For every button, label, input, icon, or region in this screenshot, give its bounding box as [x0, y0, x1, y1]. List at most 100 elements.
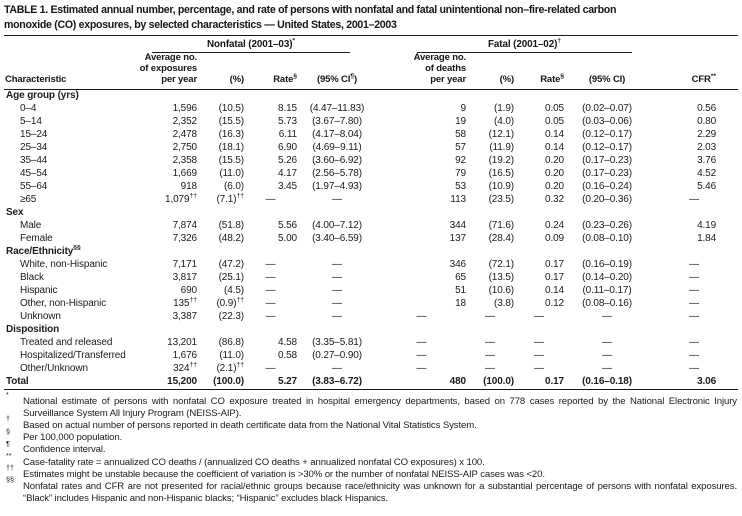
cell-fatal-rate: 0.05	[545, 103, 564, 115]
cell-fatal-average: 113	[450, 194, 466, 206]
cell-fatal-rate: 0.05	[545, 116, 564, 128]
cell-cfr: 2.03	[697, 142, 717, 154]
col-header-cfr: CFR**	[650, 53, 739, 90]
cell-nonfatal-ci: (1.97–4.93)	[312, 181, 362, 193]
row-label: Female	[20, 233, 53, 245]
cell-fatal-percent: (23.5)	[488, 194, 515, 206]
cell-nonfatal-ci: —	[332, 311, 342, 323]
cell-fatal-percent: (12.1)	[488, 129, 515, 141]
cell-nonfatal-average: 15,200	[137, 375, 197, 390]
row-label: Other, non-Hispanic	[20, 298, 107, 310]
cell-nonfatal-ci: (3.40–6.59)	[312, 233, 362, 245]
table-row: 45–54 1,669 (11.0) 4.17 (2.56–5.78) 79 (16.5) 0…	[4, 168, 738, 181]
cell-nonfatal-rate: 5.27	[244, 375, 297, 390]
cell-cfr: 3.06	[650, 375, 739, 390]
table-row: Treated and released 13,201 (86.8) 4.58 (3.3…	[4, 337, 738, 350]
row-label: Treated and released	[20, 337, 113, 349]
cell-nonfatal-average: 7,326	[172, 233, 198, 245]
col-header-characteristic: Characteristic	[4, 53, 137, 90]
section-label: Sex	[6, 207, 24, 219]
cell-cfr: —	[689, 363, 699, 375]
section-row: Race/Ethnicity§§	[4, 245, 738, 259]
cell-nonfatal-rate: —	[265, 311, 276, 323]
cell-nonfatal-ci: (4.17–8.04)	[312, 129, 362, 141]
cell-fatal-percent: (10.9)	[488, 181, 515, 193]
cell-nonfatal-ci: (4.47–11.83)	[309, 103, 365, 115]
cell-fatal-rate: 0.17	[545, 272, 564, 284]
cell-fatal-ci: —	[602, 337, 612, 349]
row-label: Black	[20, 272, 44, 284]
group-header-spacer	[4, 36, 137, 53]
footnote: §Per 100,000 population.	[6, 426, 123, 444]
cell-nonfatal-average: 690	[180, 285, 197, 297]
footnote-text: Estimates might be unstable because the …	[23, 468, 545, 480]
cell-nonfatal-ci: —	[332, 363, 342, 375]
group-header-fatal: Fatal (2001–02)†	[417, 38, 633, 54]
cell-cfr: 3.76	[697, 155, 717, 167]
row-label: 25–34	[20, 142, 48, 154]
col-header-nonfatal-ci: (95% CI¶)	[297, 53, 377, 90]
cell-cfr: 4.19	[697, 220, 717, 232]
cell-fatal-percent: —	[485, 311, 495, 323]
cell-fatal-ci: (0.17–0.23)	[582, 168, 632, 180]
cell-nonfatal-ci: (3.83–6.72)	[297, 375, 377, 390]
table-row: Female 7,326 (48.2) 5.00 (3.40–6.59) 137 (28.4…	[4, 233, 738, 246]
cell-fatal-percent: (16.5)	[488, 168, 515, 180]
row-label: Other/Unknown	[20, 363, 88, 375]
cell-fatal-percent: (3.8)	[494, 298, 514, 310]
col-header-fatal-percent: (%)	[466, 53, 514, 90]
row-label: 45–54	[20, 168, 48, 180]
row-label: 35–44	[20, 155, 48, 167]
row-label: 0–4	[20, 103, 37, 115]
column-header-row: Characteristic Average no. of exposures …	[4, 52, 739, 90]
cell-fatal-rate: 0.17	[545, 259, 564, 271]
cell-nonfatal-percent: (7.1)††	[216, 192, 244, 206]
cell-nonfatal-rate: 6.90	[278, 142, 297, 154]
table-row: 55–64 918 (6.0) 3.45 (1.97–4.93) 53 (10.9) 0.20…	[4, 181, 738, 194]
cell-nonfatal-percent: (48.2)	[218, 233, 245, 245]
footnote-text: Nonfatal rates and CFR are not presented…	[23, 481, 737, 505]
cell-cfr: 4.52	[697, 168, 717, 180]
cell-fatal-average: 137	[449, 233, 466, 245]
cell-nonfatal-ci: (4.00–7.12)	[312, 220, 362, 232]
section-label: Age group (yrs)	[6, 90, 79, 102]
table-row: Black 3,817 (25.1) — — 65 (13.5) 0.17 (0.14–0.20…	[4, 272, 738, 285]
cell-fatal-rate: —	[534, 350, 544, 362]
cell-fatal-percent: (13.5)	[488, 272, 515, 284]
cell-nonfatal-average: 3,817	[172, 272, 198, 284]
cell-fatal-percent: (72.1)	[488, 259, 515, 271]
table-body: Age group (yrs) 0–4 1,596 (10.5) 8.15 (4.47–1…	[4, 89, 739, 390]
cell-nonfatal-percent: (16.3)	[218, 129, 245, 141]
cell-fatal-percent: (4.0)	[494, 116, 514, 128]
cell-nonfatal-rate: 0.58	[278, 350, 297, 362]
footnote: ††Estimates might be unstable because th…	[6, 463, 545, 480]
cell-nonfatal-ci: (0.27–0.90)	[312, 350, 362, 362]
cell-fatal-average: 18	[455, 298, 466, 310]
cell-nonfatal-rate: 5.26	[278, 155, 297, 167]
cell-nonfatal-ci: —	[332, 272, 342, 284]
cell-fatal-rate: 0.20	[545, 181, 564, 193]
cell-fatal-rate: —	[534, 337, 544, 349]
cell-fatal-ci: (0.02–0.07)	[582, 103, 632, 115]
title-rule	[4, 35, 738, 37]
col-header-nonfatal-percent: (%)	[197, 53, 244, 90]
cell-fatal-average: 480	[377, 375, 466, 390]
cell-fatal-average: —	[416, 337, 427, 349]
footnote-text: Confidence interval.	[23, 444, 106, 456]
cell-fatal-rate: 0.17	[514, 375, 564, 390]
cell-cfr: 1.84	[697, 233, 717, 245]
cell-cfr: 0.56	[697, 103, 717, 115]
cell-cfr: —	[689, 272, 699, 284]
cell-fatal-rate: —	[534, 311, 544, 323]
table-title: TABLE 1. Estimated annual number, percen…	[4, 4, 617, 31]
cell-fatal-ci: (0.11–0.17)	[582, 285, 632, 297]
cell-nonfatal-rate: 5.00	[278, 233, 297, 245]
cell-nonfatal-average: 7,874	[172, 220, 198, 232]
cell-nonfatal-average: 1,669	[172, 168, 198, 180]
cell-fatal-ci: —	[602, 311, 612, 323]
row-label: Male	[20, 220, 42, 232]
cell-fatal-average: —	[416, 363, 427, 375]
cell-nonfatal-percent: (2.1)††	[216, 361, 244, 375]
cell-fatal-rate: 0.24	[545, 220, 564, 232]
cell-nonfatal-rate: 5.73	[278, 116, 297, 128]
